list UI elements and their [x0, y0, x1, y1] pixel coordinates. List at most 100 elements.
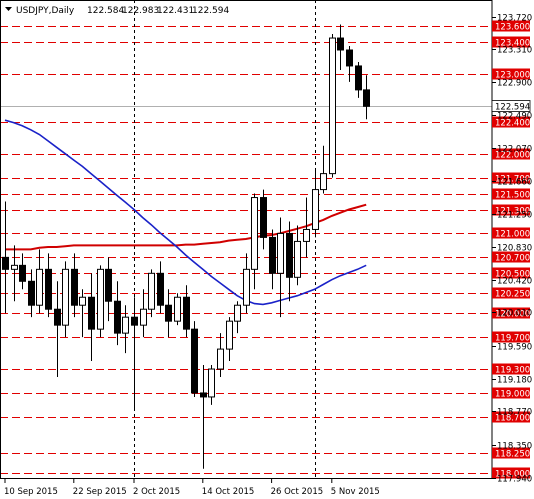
x-tick-label-5: 5 Nov 2015: [331, 487, 380, 497]
candle-15: [131, 297, 138, 409]
level-tag-16: [492, 411, 530, 423]
candle-17: [148, 269, 155, 318]
candle-body-10: [88, 296, 95, 330]
candle-body-41: [355, 65, 362, 91]
level-tag-label-15: 119.000: [495, 390, 530, 400]
level-tag-0: [492, 20, 530, 32]
level-tag-label-4: 122.000: [495, 151, 530, 161]
candle-body-30: [260, 197, 267, 238]
level-tag-17: [492, 447, 530, 459]
y-tick-label-7: 120.830: [497, 244, 532, 254]
current-price-tag: [491, 100, 531, 112]
candle-29: [251, 193, 258, 290]
support-resistance-levels: [0, 26, 492, 474]
level-tag-label-9: 120.700: [495, 254, 530, 264]
level-tag-label-11: 120.250: [495, 290, 530, 300]
candle-31: [269, 229, 276, 290]
candle-body-35: [303, 228, 310, 242]
level-tag-8: [492, 227, 530, 239]
y-tick-label-13: 118.350: [497, 442, 532, 452]
candle-body-24: [208, 368, 215, 398]
candle-body-32: [277, 232, 284, 274]
candle-1: [11, 245, 18, 302]
level-tag-5: [492, 172, 530, 184]
level-tag-18: [492, 467, 530, 479]
candle-27: [234, 301, 241, 334]
candle-30: [260, 189, 267, 250]
chart-header: USDJPY,Daily 122.584 122.983 122.431 122…: [5, 6, 229, 16]
candle-2: [19, 253, 26, 290]
candle-body-4: [36, 268, 43, 306]
level-tag-7: [492, 204, 530, 216]
y-tick-label-2: 122.900: [497, 79, 532, 89]
candle-14: [122, 305, 129, 354]
level-tag-label-18: 118.000: [495, 470, 530, 480]
vertical-separators: [134, 0, 316, 479]
candle-21: [183, 285, 190, 338]
candle-body-42: [363, 89, 370, 107]
candle-42: [363, 75, 370, 120]
candle-body-34: [294, 240, 301, 278]
level-tag-label-1: 123.400: [495, 39, 530, 49]
candle-body-0: [2, 256, 9, 270]
x-tick-label-4: 26 Oct 2015: [271, 487, 324, 497]
candle-24: [208, 365, 215, 405]
time-axis: 10 Sep 2015 22 Sep 2015 2 Oct 2015 14 Oct 2…: [4, 479, 380, 497]
level-tag-12: [492, 307, 530, 319]
candle-body-12: [105, 268, 112, 302]
ma-fast-series: [4, 119, 367, 306]
candle-36: [312, 169, 319, 238]
y-tick-label-14: 117.940: [497, 475, 532, 485]
level-tag-label-8: 121.000: [495, 230, 530, 240]
candle-body-3: [28, 280, 35, 306]
candle-19: [165, 289, 172, 338]
level-tag-1: [492, 36, 530, 48]
candle-13: [114, 281, 121, 346]
candle-7: [62, 261, 69, 338]
candle-body-22: [191, 328, 198, 394]
candle-11: [97, 265, 104, 338]
candle-12: [105, 257, 112, 322]
candle-18: [157, 261, 164, 314]
dropdown-triangle-icon[interactable]: [5, 7, 12, 11]
level-tag-label-5: 121.700: [495, 175, 530, 185]
ohlc-low: 122.431: [157, 6, 194, 16]
candle-body-33: [286, 232, 293, 278]
level-tag-3: [492, 116, 530, 128]
x-tick-label-0: 10 Sep 2015: [4, 487, 58, 497]
candle-8: [71, 253, 78, 318]
candle-body-5: [45, 268, 52, 310]
candle-body-1: [11, 264, 18, 270]
y-tick-label-3: 122.490: [497, 112, 532, 122]
candle-34: [294, 225, 301, 286]
candle-38: [329, 34, 336, 178]
symbol-timeframe-label: USDJPY,Daily: [16, 6, 75, 16]
candle-body-18: [157, 272, 164, 306]
level-tag-label-14: 119.300: [495, 366, 530, 376]
candle-body-23: [200, 392, 207, 398]
candle-5: [45, 253, 52, 318]
ohlc-close: 122.594: [192, 6, 229, 16]
candle-body-39: [337, 37, 344, 51]
candle-16: [140, 289, 147, 338]
candle-body-13: [114, 300, 121, 334]
candle-37: [320, 145, 327, 194]
candle-body-29: [251, 197, 258, 270]
plot-frame: [0, 0, 493, 479]
y-tick-label-1: 123.310: [497, 46, 532, 56]
candle-body-17: [148, 272, 155, 310]
y-tick-label-8: 120.420: [497, 277, 532, 287]
candle-body-25: [217, 348, 224, 370]
candle-body-6: [54, 308, 61, 326]
level-tag-13: [492, 331, 530, 343]
level-tag-2: [492, 68, 530, 80]
candle-body-26: [226, 320, 233, 350]
price-axis: 123.600 123.400 123.000 122.400 122.000 121.7…: [491, 14, 532, 485]
candle-32: [277, 217, 284, 318]
level-tag-4: [492, 148, 530, 160]
level-tag-14: [492, 363, 530, 375]
candle-25: [217, 333, 224, 378]
level-tag-label-10: 120.500: [495, 270, 530, 280]
candle-body-31: [269, 236, 276, 274]
